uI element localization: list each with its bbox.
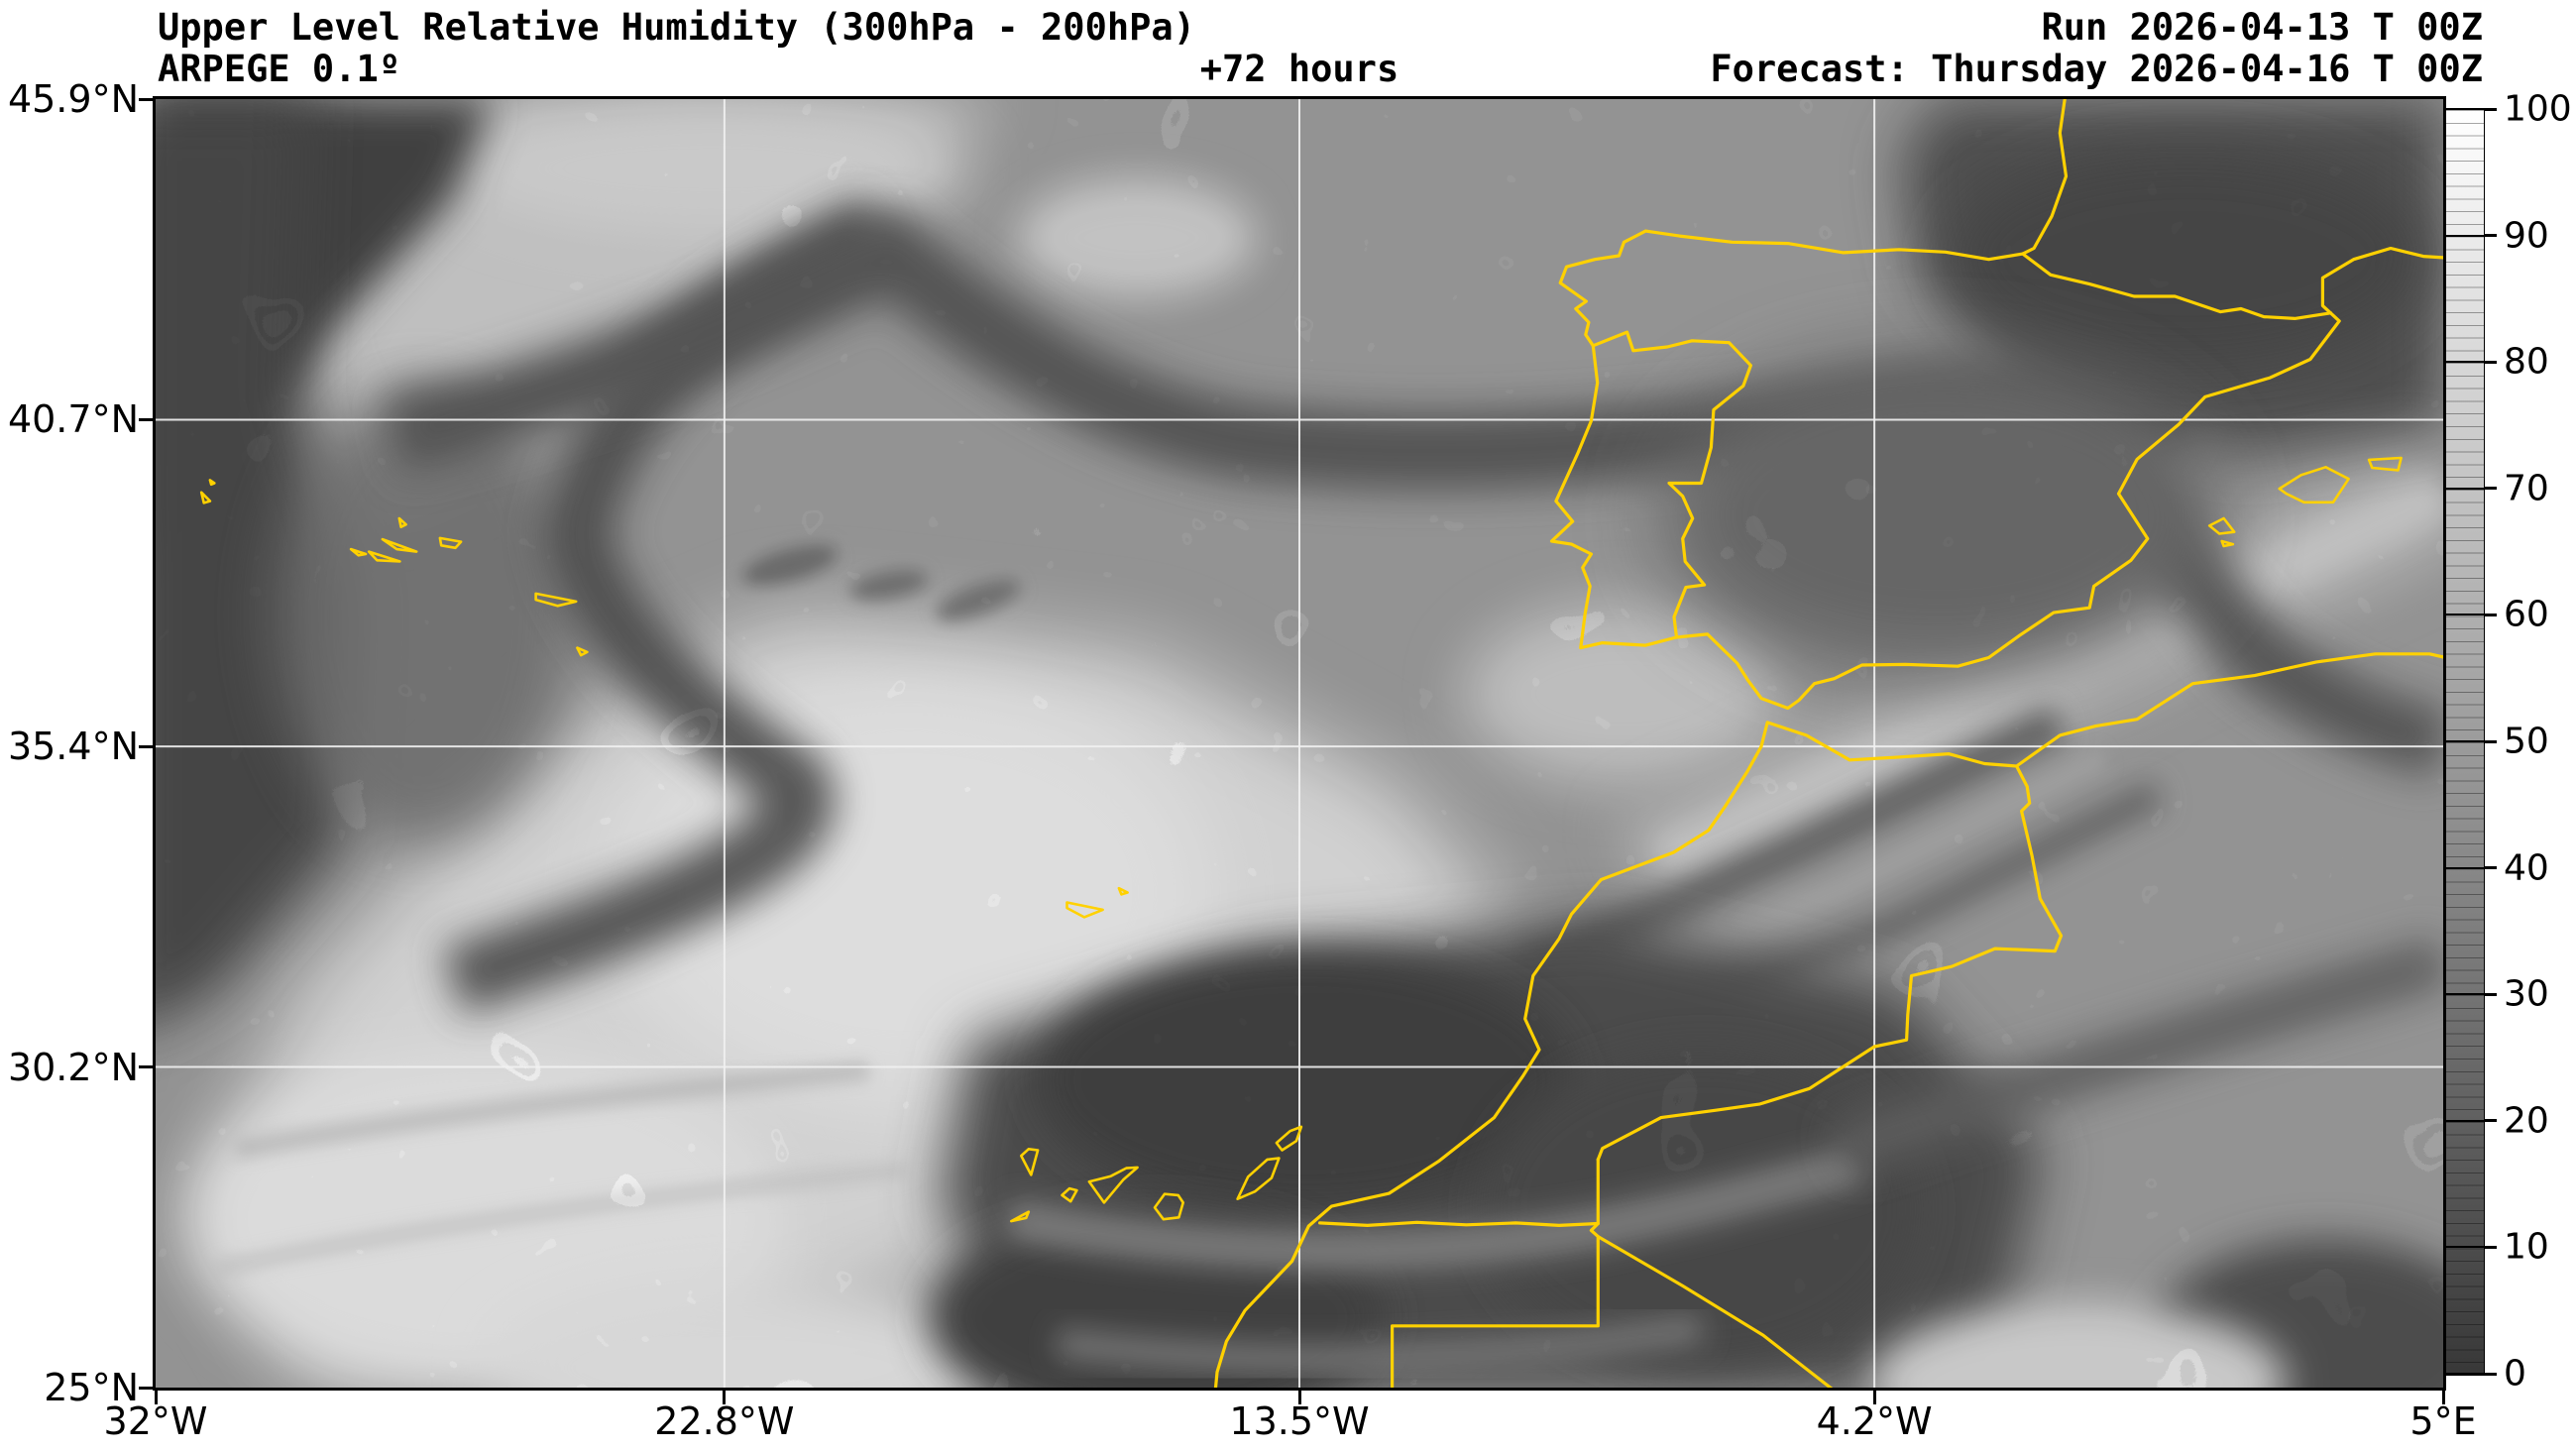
x-axis-tick-label: 5°E (2409, 1399, 2477, 1443)
colorbar-tick (2484, 360, 2497, 364)
island-graciosa (397, 516, 407, 528)
colorbar-tick-label: 100 (2504, 88, 2572, 130)
island-terceira (438, 536, 463, 550)
chart-title: Upper Level Relative Humidity (300hPa - … (158, 6, 1195, 49)
y-axis-tick (139, 1065, 153, 1069)
island-fuerteventura (1236, 1157, 1281, 1200)
map-plot-area (153, 96, 2446, 1391)
x-axis-tick (2441, 1391, 2445, 1404)
y-axis-tick-label: 30.2°N (7, 1045, 139, 1089)
coastlines-and-borders (199, 99, 2443, 1388)
colorbar-tick-label: 70 (2504, 468, 2549, 509)
y-axis-tick-label: 45.9°N (7, 77, 139, 121)
colorbar-level-line (2444, 993, 2484, 996)
island-sao-jorge (381, 537, 418, 553)
colorbar-level-line (2444, 108, 2484, 110)
island-ibiza (2207, 516, 2236, 535)
island-gran-canaria (1153, 1192, 1184, 1221)
x-axis-tick (154, 1391, 158, 1404)
island-la-gomera (1061, 1186, 1078, 1203)
y-axis-tick-label: 40.7°N (7, 397, 139, 442)
border-morocco-algeria (1596, 764, 2064, 1162)
y-axis-tick-label: 25°N (44, 1366, 139, 1409)
y-axis-tick (139, 1386, 153, 1390)
colorbar-tick (2484, 992, 2497, 996)
x-axis-tick-label: 32°W (103, 1399, 208, 1443)
x-axis-tick (1297, 1391, 1301, 1404)
colorbar-tick (2484, 487, 2497, 491)
humidity-field-svg (156, 99, 2443, 1388)
island-pico (367, 550, 401, 563)
border-spain-france (2021, 252, 2333, 320)
x-axis-tick-label: 4.2°W (1816, 1399, 1933, 1443)
island-el-hierro (1010, 1210, 1031, 1223)
x-axis-tick-label: 22.8°W (654, 1399, 795, 1443)
colorbar-tick (2484, 107, 2497, 111)
colorbar-level-line (2444, 1373, 2484, 1375)
y-axis-tick (139, 417, 153, 421)
colorbar-level-line (2444, 361, 2484, 364)
coast-north-africa (1213, 652, 2443, 1388)
colorbar-tick (2484, 739, 2497, 743)
x-axis-tick-label: 13.5°W (1229, 1399, 1370, 1443)
y-axis-tick (139, 744, 153, 748)
colorbar-tick (2484, 1372, 2497, 1376)
island-flores (199, 491, 212, 504)
lead-time-label: +72 hours (1199, 48, 1400, 90)
colorbar-level-line (2444, 1119, 2484, 1122)
colorbar-tick (2484, 1119, 2497, 1123)
island-mallorca (2278, 466, 2350, 504)
colorbar-level-line (2444, 740, 2484, 742)
island-menorca (2367, 456, 2403, 472)
island-porto-santo (1117, 886, 1129, 896)
colorbar-tick-label: 10 (2504, 1226, 2549, 1268)
colorbar-tick-label: 40 (2504, 847, 2549, 889)
model-resolution-label: ARPEGE 0.1º (158, 48, 401, 90)
colorbar-level-line (2444, 614, 2484, 616)
colorbar-tick-label: 60 (2504, 594, 2549, 635)
island-faial (349, 547, 368, 557)
island-corvo (208, 479, 216, 487)
island-formentera (2220, 539, 2235, 548)
island-santa-maria (576, 646, 589, 657)
colorbar-tick (2484, 1245, 2497, 1249)
colorbar-tick-label: 80 (2504, 341, 2549, 383)
graticule-gridlines (156, 99, 2443, 1388)
coast-france-iberia (1549, 99, 2443, 711)
colorbar-level-line (2444, 234, 2484, 237)
border-algeria-mauritania (1596, 1235, 1834, 1388)
colorbar-tick-label: 0 (2504, 1353, 2526, 1395)
colorbar-tick (2484, 866, 2497, 870)
x-axis-tick (723, 1391, 727, 1404)
island-sao-miguel (534, 592, 578, 608)
forecast-time-label: Forecast: Thursday 2026-04-16 T 00Z (1710, 48, 2483, 90)
colorbar-tick-label: 30 (2504, 973, 2549, 1015)
colorbar (2445, 109, 2485, 1376)
run-time-label: Run 2026-04-13 T 00Z (2041, 6, 2483, 49)
x-axis-tick (1872, 1391, 1876, 1404)
colorbar-tick-label: 20 (2504, 1100, 2549, 1142)
colorbar-tick (2484, 613, 2497, 616)
y-axis-tick (139, 97, 153, 101)
colorbar-level-line (2444, 866, 2484, 869)
border-portugal-spain (1591, 330, 1752, 639)
y-axis-tick-label: 35.4°N (7, 725, 139, 769)
colorbar-tick-label: 50 (2504, 721, 2549, 762)
colorbar-level-line (2444, 487, 2484, 490)
colorbar-level-line (2444, 1246, 2484, 1249)
island-tenerife (1087, 1166, 1139, 1204)
border-morocco-western-sahara (1318, 1220, 1600, 1227)
island-madeira (1065, 901, 1104, 919)
colorbar-tick-label: 90 (2504, 215, 2549, 257)
colorbar-tick (2484, 234, 2497, 238)
island-lanzarote (1275, 1125, 1303, 1152)
island-la-palma (1020, 1148, 1040, 1176)
